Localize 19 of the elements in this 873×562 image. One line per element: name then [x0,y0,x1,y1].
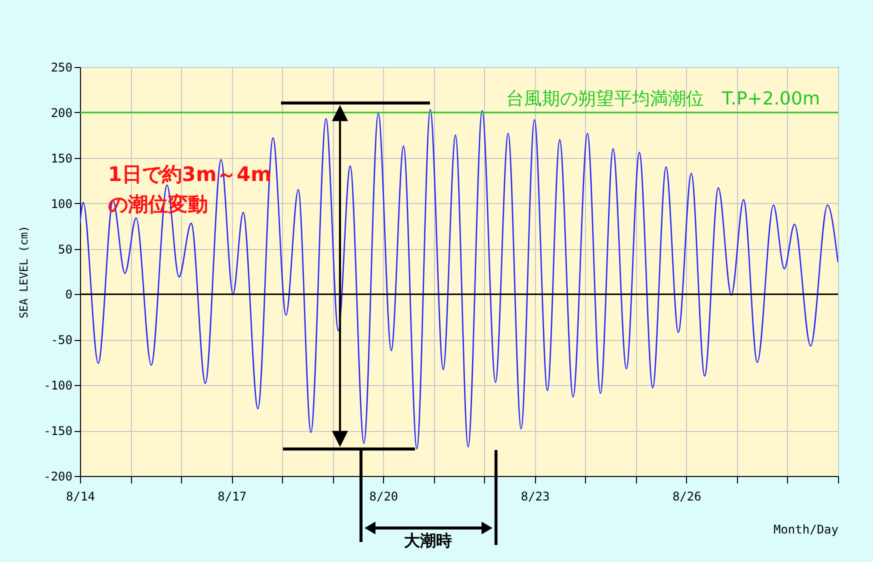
text: 大潮時 [404,531,452,550]
x-tick-label: 8/17 [218,490,247,504]
y-tick-label: 50 [58,242,72,256]
y-tick-label: 200 [50,106,72,120]
x-tick-label: 8/23 [520,490,550,504]
y-tick-label: -200 [44,470,72,484]
y-tick-label: 100 [50,196,72,211]
y-axis-title: SEA LEVEL (cm) [18,226,31,318]
ref-line-label: 台風期の朔望平均満潮位 T.P+2.00m [506,88,820,110]
x-axis-title: Month/Day [773,522,838,536]
y-tick-label: 250 [50,60,72,74]
y-tick-label: -50 [50,333,72,348]
y-tick-label: -100 [44,378,72,393]
x-tick-label: 8/26 [672,490,702,504]
y-tick-label: 150 [50,151,72,166]
x-tick-label: 8/14 [66,490,95,504]
y-tick-label: 0 [65,288,72,302]
y-tick-label: -150 [44,424,72,438]
x-tick-label: 8/20 [369,490,398,504]
